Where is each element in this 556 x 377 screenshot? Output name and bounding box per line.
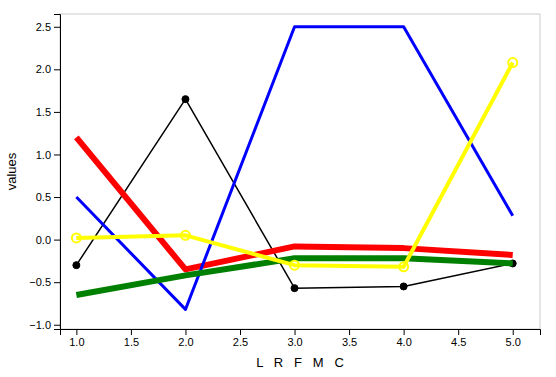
- tick-label: 3.0: [287, 336, 302, 348]
- tick-mark: [131, 329, 132, 335]
- tick-label: 1.5: [124, 336, 139, 348]
- point: [291, 285, 298, 292]
- tick-label: 5.0: [506, 336, 521, 348]
- series-line: [76, 27, 512, 310]
- tick: 3.0: [287, 329, 302, 348]
- tick-label: −0.5: [29, 276, 51, 288]
- tick-mark: [76, 329, 77, 335]
- tick-label: 4.0: [396, 336, 411, 348]
- tick-mark: [54, 282, 60, 283]
- x-axis-line: [61, 330, 541, 336]
- tick: 4.0: [396, 329, 411, 348]
- tick-mark: [513, 329, 514, 335]
- y-axis-line: [54, 15, 61, 330]
- tick-label: 0.5: [36, 191, 51, 203]
- tick-label: 2.5: [233, 336, 248, 348]
- point: [400, 283, 407, 290]
- tick-mark: [458, 329, 459, 335]
- tick-mark: [295, 329, 296, 335]
- plot: 1.0 1.5 2.0 2.5 3.0 3.5 4.0 4.5 5.0 −1.0 −0.5 0.0 0.…: [29, 14, 540, 348]
- tick-mark: [54, 69, 60, 70]
- tick-label: 2.0: [178, 336, 193, 348]
- tick: −1.0: [29, 319, 60, 331]
- y-axis: −1.0 −0.5 0.0 0.5 1.0 1.5 2.0 2.5: [29, 15, 60, 331]
- point: [73, 262, 80, 269]
- tick-label: −1.0: [29, 319, 51, 331]
- point: [508, 58, 517, 67]
- chart: 1.0 1.5 2.0 2.5 3.0 3.5 4.0 4.5 5.0 −1.0 −0.5 0.0 0.…: [0, 0, 556, 377]
- plot-frame: [60, 14, 540, 329]
- marks: [72, 27, 517, 310]
- point: [72, 233, 81, 242]
- tick-label: 2.5: [36, 21, 51, 33]
- tick-mark: [54, 240, 60, 241]
- x-axis: 1.0 1.5 2.0 2.5 3.0 3.5 4.0 4.5 5.0: [61, 329, 541, 348]
- tick-label: 1.0: [69, 336, 84, 348]
- series-line: [76, 137, 512, 269]
- tick-mark: [404, 329, 405, 335]
- tick-mark: [240, 329, 241, 335]
- tick: 2.0: [36, 63, 60, 75]
- tick-mark: [54, 197, 60, 198]
- tick-mark: [54, 112, 60, 113]
- tick-label: 1.0: [36, 148, 51, 160]
- tick: 1.5: [36, 106, 60, 118]
- tick-label: 3.5: [342, 336, 357, 348]
- x-axis-title: L R F M C: [256, 355, 344, 370]
- point: [182, 96, 189, 103]
- tick: 5.0: [506, 329, 521, 348]
- tick-mark: [54, 27, 60, 28]
- point: [181, 231, 190, 240]
- tick-label: 4.5: [451, 336, 466, 348]
- point: [290, 261, 299, 270]
- tick: 0.5: [36, 191, 60, 203]
- point: [399, 262, 408, 271]
- tick-mark: [54, 325, 60, 326]
- tick: 1.0: [36, 148, 60, 160]
- tick: 2.0: [178, 329, 193, 348]
- tick-label: 2.0: [36, 63, 51, 75]
- series-line: [76, 63, 512, 267]
- tick-label: 0.0: [36, 234, 51, 246]
- tick-mark: [349, 329, 350, 335]
- tick: 0.0: [36, 234, 60, 246]
- y-axis-title: values: [4, 152, 19, 190]
- tick: 2.5: [36, 21, 60, 33]
- tick: 2.5: [233, 329, 248, 348]
- tick: −0.5: [29, 276, 60, 288]
- tick: 1.0: [69, 329, 84, 348]
- tick: 1.5: [124, 329, 139, 348]
- tick: 4.5: [451, 329, 466, 348]
- tick: 3.5: [342, 329, 357, 348]
- tick-mark: [185, 329, 186, 335]
- tick-label: 1.5: [36, 106, 51, 118]
- tick-mark: [54, 154, 60, 155]
